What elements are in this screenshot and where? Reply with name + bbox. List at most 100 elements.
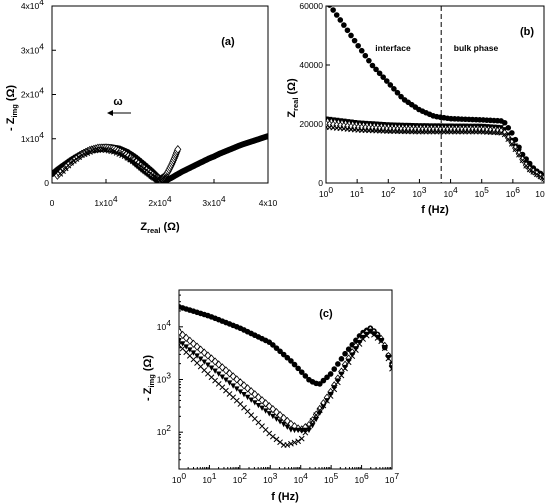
data-point bbox=[366, 57, 372, 64]
chart-a: 0 1x104 2x104 3x104 4x10 0 1x104 2x104 3x104 4x10… bbox=[5, 0, 277, 235]
data-point bbox=[247, 387, 255, 396]
series-group bbox=[323, 0, 544, 183]
data-point bbox=[277, 348, 283, 355]
y-tick-label: 60000 bbox=[299, 1, 323, 11]
data-point bbox=[291, 361, 298, 368]
data-point bbox=[174, 144, 182, 154]
data-point bbox=[516, 151, 522, 158]
x-tick-label: 104 bbox=[443, 185, 457, 199]
data-point bbox=[320, 402, 327, 409]
data-point bbox=[371, 331, 377, 337]
data-point bbox=[197, 356, 204, 362]
data-point bbox=[331, 386, 338, 393]
data-point bbox=[295, 365, 301, 372]
data-point bbox=[323, 0, 329, 3]
data-point bbox=[337, 17, 344, 23]
data-point bbox=[389, 365, 392, 371]
data-point bbox=[320, 377, 327, 384]
data-point bbox=[401, 122, 408, 129]
x-axis-label: f (Hz) bbox=[421, 204, 449, 216]
data-point bbox=[273, 436, 280, 443]
data-point bbox=[255, 402, 262, 409]
data-point bbox=[348, 32, 354, 39]
data-point bbox=[385, 355, 392, 362]
series-group bbox=[179, 303, 392, 448]
x-tick-label: 100 bbox=[172, 471, 186, 485]
data-point bbox=[338, 372, 345, 379]
data-point bbox=[179, 338, 182, 344]
y-axis-label: Zreal (Ω) bbox=[286, 78, 300, 118]
data-point bbox=[320, 404, 327, 410]
series-group bbox=[52, 133, 268, 183]
data-point bbox=[298, 427, 305, 434]
data-point bbox=[75, 153, 83, 161]
data-point bbox=[391, 122, 397, 128]
x-tick-label: 106 bbox=[506, 185, 520, 199]
data-point bbox=[331, 366, 338, 372]
data-point bbox=[367, 329, 374, 336]
data-point bbox=[349, 353, 356, 360]
omega-arrowhead bbox=[107, 110, 113, 116]
x-tick-label: 2x104 bbox=[148, 194, 171, 208]
data-point bbox=[121, 152, 128, 160]
data-point bbox=[288, 440, 294, 447]
data-point bbox=[380, 74, 386, 80]
y-axis-label: - Zimg (Ω) bbox=[5, 85, 19, 131]
data-point bbox=[251, 390, 259, 399]
y-tick-label: 4x104 bbox=[21, 0, 44, 11]
data-point bbox=[244, 384, 251, 393]
data-point bbox=[233, 386, 240, 392]
x-tick-label: 10 bbox=[535, 189, 545, 199]
data-point bbox=[309, 417, 316, 424]
data-point bbox=[316, 407, 323, 414]
data-point bbox=[306, 427, 312, 434]
data-point bbox=[345, 358, 352, 364]
data-point bbox=[376, 70, 383, 77]
data-point bbox=[327, 391, 334, 398]
data-point bbox=[358, 47, 365, 54]
data-point bbox=[526, 166, 533, 173]
data-point bbox=[229, 372, 237, 381]
data-point bbox=[541, 175, 544, 182]
data-point bbox=[280, 421, 287, 428]
data-point bbox=[501, 128, 509, 138]
data-point bbox=[219, 374, 226, 380]
data-point bbox=[362, 52, 369, 59]
data-point bbox=[530, 169, 537, 175]
panel-label: (c) bbox=[319, 308, 333, 320]
data-point bbox=[367, 328, 374, 334]
data-point bbox=[505, 125, 512, 131]
data-point bbox=[135, 161, 142, 168]
data-point bbox=[335, 378, 341, 384]
data-point bbox=[226, 369, 233, 378]
data-point bbox=[252, 400, 258, 406]
data-point bbox=[265, 133, 268, 140]
x-tick-label: 3x104 bbox=[202, 194, 225, 208]
data-point bbox=[509, 130, 515, 136]
data-point bbox=[508, 141, 515, 147]
y-tick-label: 0 bbox=[318, 178, 323, 188]
data-point bbox=[378, 338, 385, 345]
data-point bbox=[394, 89, 401, 96]
data-point bbox=[391, 86, 397, 92]
data-point bbox=[162, 173, 169, 180]
data-point bbox=[190, 350, 197, 356]
data-point bbox=[351, 37, 358, 44]
chart-b: 100 101 102 103 104 105 106 100200004000060000f… bbox=[286, 0, 545, 216]
data-point bbox=[298, 435, 305, 442]
x-tick-label: 103 bbox=[263, 471, 277, 485]
data-point bbox=[333, 12, 340, 18]
data-point bbox=[295, 438, 302, 445]
data-point bbox=[334, 379, 341, 386]
data-point bbox=[219, 363, 226, 372]
data-point bbox=[327, 393, 334, 399]
data-point bbox=[197, 345, 204, 354]
data-point bbox=[505, 136, 512, 143]
x-axis-label: f (Hz) bbox=[271, 491, 299, 503]
data-point bbox=[237, 389, 244, 395]
data-point bbox=[288, 358, 294, 364]
data-point bbox=[277, 439, 283, 446]
data-point bbox=[284, 354, 291, 361]
data-point bbox=[389, 365, 392, 372]
